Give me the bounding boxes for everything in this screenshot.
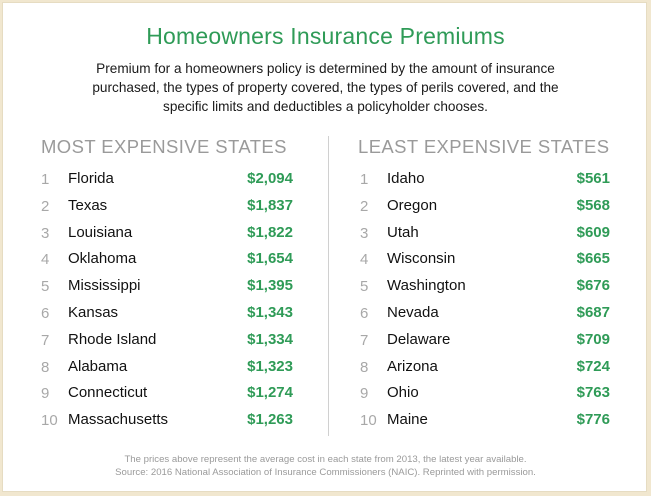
table-row: 1 Florida $2,094 <box>41 169 293 196</box>
table-row: 8 Arizona $724 <box>360 357 610 384</box>
column-divider <box>328 136 329 436</box>
state-name: Delaware <box>387 330 451 348</box>
table-row: 6 Kansas $1,343 <box>41 303 293 330</box>
state-name: Massachusetts <box>68 411 169 429</box>
rank-number: 8 <box>41 358 50 376</box>
page-subtitle: Premium for a homeowners policy is deter… <box>92 61 559 114</box>
premium-value: $1,837 <box>247 196 293 214</box>
state-name: Washington <box>387 277 466 295</box>
state-name: Connecticut <box>68 384 148 402</box>
table-row: 2 Oregon $568 <box>360 196 610 223</box>
rank-number: 7 <box>360 331 369 349</box>
rank-number: 10 <box>360 412 377 430</box>
rank-number: 5 <box>41 278 50 296</box>
state-name: Utah <box>387 223 419 241</box>
state-name: Idaho <box>387 170 425 187</box>
state-name: Texas <box>68 196 108 214</box>
table-row: 7 Rhode Island $1,334 <box>41 330 293 357</box>
rank-number: 9 <box>41 385 50 403</box>
premium-value: $1,263 <box>247 411 293 429</box>
state-name: Nevada <box>387 303 439 321</box>
table-row: 9 Connecticut $1,274 <box>41 383 293 410</box>
table-row: 5 Washington $676 <box>360 276 610 303</box>
note-line-1: The prices above represent the average c… <box>124 454 527 465</box>
premium-value: $1,654 <box>247 250 293 268</box>
premium-value: $687 <box>576 303 610 321</box>
premium-value: $1,323 <box>247 357 293 375</box>
premium-value: $561 <box>576 170 610 187</box>
premium-value: $1,395 <box>247 277 293 295</box>
premium-value: $1,334 <box>247 330 293 348</box>
table-row: 5 Mississippi $1,395 <box>41 276 293 303</box>
state-name: Wisconsin <box>387 250 456 268</box>
premium-value: $709 <box>576 330 610 348</box>
state-name: Rhode Island <box>68 330 157 348</box>
rank-number: 5 <box>360 278 369 296</box>
infographic-card: Homeowners Insurance Premiums Premium fo… <box>2 2 647 492</box>
least-expensive-heading: LEAST EXPENSIVE STATES <box>358 136 610 157</box>
table-row: 4 Oklahoma $1,654 <box>41 249 293 276</box>
state-name: Ohio <box>387 384 419 402</box>
table-row: 6 Nevada $687 <box>360 303 610 330</box>
premium-value: $609 <box>576 223 610 241</box>
table-row: 7 Delaware $709 <box>360 330 610 357</box>
page-title: Homeowners Insurance Premiums <box>146 23 505 49</box>
premium-value: $724 <box>576 357 610 375</box>
table-row: 8 Alabama $1,323 <box>41 357 293 384</box>
least-expensive-table: 1 Idaho $561 2 Oregon $568 3 Utah $609 4 Wisconsin… <box>360 169 610 437</box>
premium-value: $763 <box>576 384 610 402</box>
rank-number: 2 <box>41 197 50 215</box>
premium-value: $676 <box>576 277 610 295</box>
rank-number: 9 <box>360 385 369 403</box>
rank-number: 6 <box>41 304 50 322</box>
rank-number: 4 <box>41 251 50 269</box>
rank-number: 1 <box>41 171 50 188</box>
table-row: 3 Utah $609 <box>360 223 610 250</box>
rank-number: 8 <box>360 358 369 376</box>
rank-number: 4 <box>360 251 369 269</box>
table-row: 1 Idaho $561 <box>360 169 610 196</box>
rank-number: 3 <box>360 224 369 242</box>
premium-value: $1,274 <box>247 384 293 402</box>
premium-value: $1,822 <box>247 223 293 241</box>
state-name: Alabama <box>68 357 128 375</box>
state-name: Mississippi <box>68 277 141 295</box>
state-name: Louisiana <box>68 223 133 241</box>
state-name: Maine <box>387 411 428 429</box>
most-expensive-table: 1 Florida $2,094 2 Texas $1,837 3 Louisiana $1,8… <box>41 169 293 437</box>
rank-number: 7 <box>41 331 50 349</box>
table-row: 4 Wisconsin $665 <box>360 249 610 276</box>
note-line-2: Source: 2016 National Association of Ins… <box>115 467 536 478</box>
rank-number: 10 <box>41 412 58 430</box>
premium-value: $776 <box>576 411 610 429</box>
table-row: 9 Ohio $763 <box>360 383 610 410</box>
state-name: Oklahoma <box>68 250 137 268</box>
most-expensive-heading: MOST EXPENSIVE STATES <box>41 136 287 157</box>
rank-number: 6 <box>360 304 369 322</box>
state-name: Florida <box>68 170 114 187</box>
state-name: Kansas <box>68 303 119 321</box>
premium-value: $665 <box>576 250 610 268</box>
premium-value: $568 <box>576 196 610 214</box>
premium-value: $1,343 <box>247 303 293 321</box>
table-row: 3 Louisiana $1,822 <box>41 223 293 250</box>
state-name: Oregon <box>387 196 438 214</box>
table-row: 10 Maine $776 <box>360 410 610 437</box>
table-row: 10 Massachusetts $1,263 <box>41 410 293 437</box>
rank-number: 2 <box>360 197 369 215</box>
rank-number: 1 <box>360 171 369 188</box>
rank-number: 3 <box>41 224 50 242</box>
state-name: Arizona <box>387 357 438 375</box>
table-row: 2 Texas $1,837 <box>41 196 293 223</box>
premium-value: $2,094 <box>247 170 293 187</box>
source-note: The prices above represent the average c… <box>3 453 648 479</box>
